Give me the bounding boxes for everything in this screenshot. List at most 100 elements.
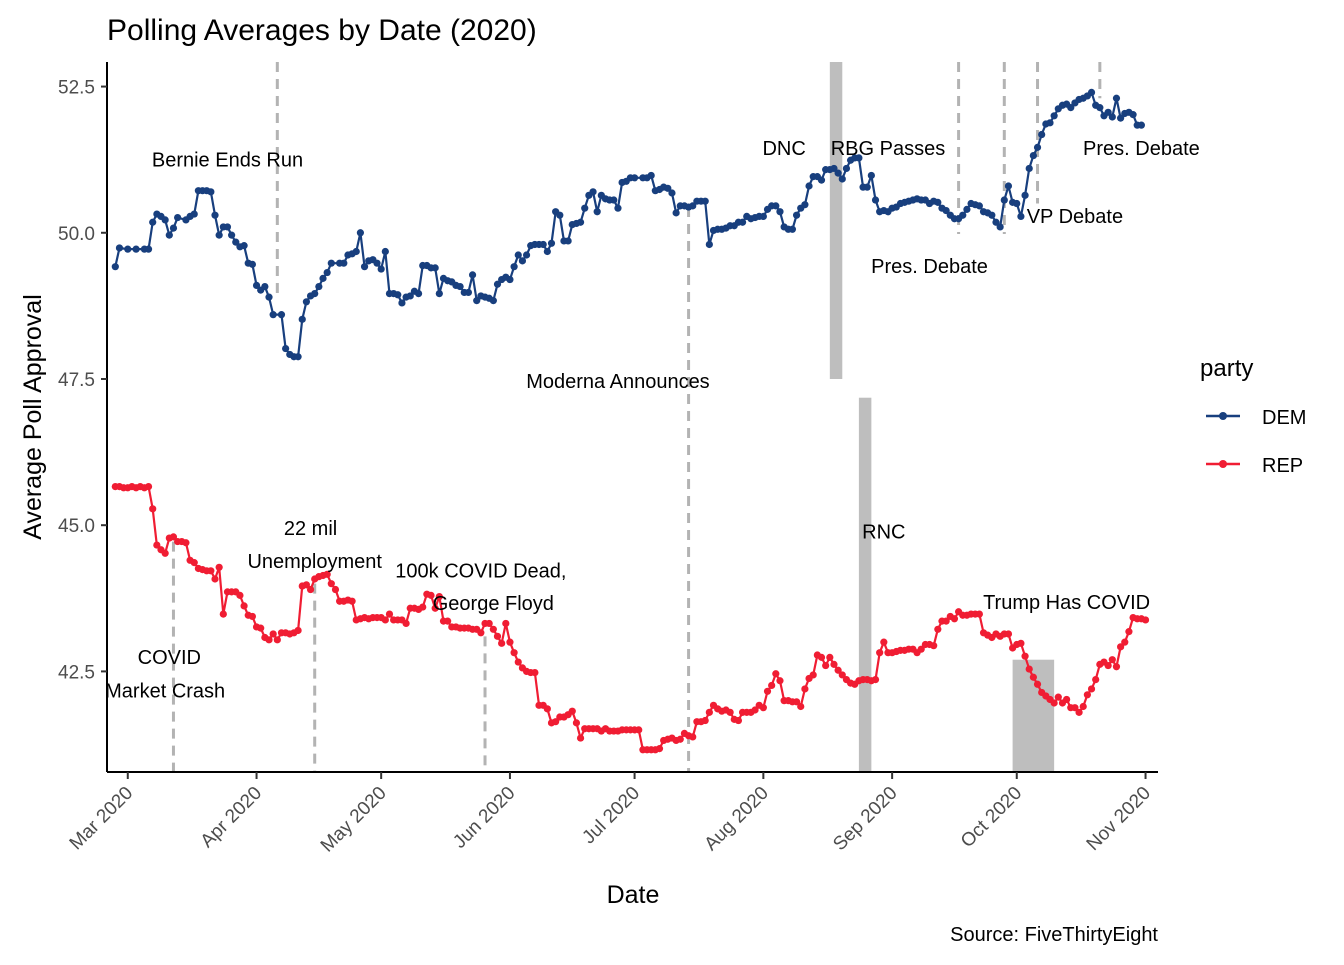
series-layer [111,88,1150,754]
data-point-rep-242 [1117,643,1125,651]
data-point-dem-34 [269,311,277,319]
data-point-rep-175 [838,671,846,679]
data-point-dem-160 [805,182,813,190]
data-point-dem-110 [593,208,601,216]
data-point-dem-208 [1004,182,1013,190]
data-point-dem-107 [581,204,589,212]
data-point-rep-215 [1004,630,1013,638]
data-point-dem-43 [311,290,319,298]
data-point-rep-35 [257,624,265,632]
data-point-rep-38 [269,630,277,638]
data-point-rep-183 [871,675,880,684]
data-point-rep-80 [444,617,452,625]
data-point-dem-238 [1129,111,1137,119]
y-tick-label-0: 42.5 [58,662,95,683]
data-point-dem-128 [672,209,680,217]
data-point-rep-88 [477,629,485,637]
data-point-dem-11 [169,224,178,232]
annotation-label-12: Pres. Debate [1083,138,1200,160]
data-point-dem-157 [792,211,801,219]
data-point-rep-194 [917,645,925,653]
data-point-dem-21 [215,231,223,239]
data-point-rep-91 [489,625,497,633]
data-point-rep-126 [635,726,643,734]
data-point-dem-25 [232,238,240,246]
data-point-dem-135 [701,197,709,205]
data-point-rep-101 [531,668,539,677]
legend-label-rep: REP [1262,455,1303,477]
data-point-dem-91 [514,251,522,259]
data-point-rep-9 [149,505,157,513]
data-point-dem-92 [518,257,527,265]
annotation-label-2: Market Crash [105,681,225,703]
data-point-dem-219 [1050,112,1058,120]
data-point-dem-15 [190,210,198,218]
data-point-dem-52 [352,247,360,256]
data-point-dem-33 [265,293,273,301]
data-point-dem-62 [394,291,402,299]
data-point-dem-39 [294,353,302,361]
data-point-dem-159 [801,201,809,209]
data-point-dem-240 [1137,121,1145,129]
data-point-dem-106 [576,218,585,226]
data-point-rep-93 [498,639,506,647]
y-axis-ticks: 42.5 45.0 47.5 50.0 52.5 [58,78,107,683]
data-point-rep-44 [294,626,302,635]
data-point-rep-229 [1063,695,1071,704]
data-point-dem-81 [473,297,481,305]
data-point-rep-157 [763,687,772,695]
data-point-rep-202 [950,615,959,623]
data-point-dem-44 [315,282,323,291]
data-point-rep-112 [576,734,585,742]
data-point-dem-156 [788,225,797,233]
data-point-rep-19 [190,559,198,567]
data-point-dem-169 [842,164,851,173]
data-point-rep-23 [207,567,215,575]
x-axis-title: Date [607,881,660,909]
data-point-dem-46 [323,268,331,277]
data-point-rep-222 [1033,680,1042,688]
data-point-dem-23 [223,223,232,231]
legend-swatch-rep-point [1219,460,1227,468]
data-point-dem-109 [589,188,597,196]
data-point-rep-106 [552,718,560,726]
data-point-dem-63 [398,299,406,307]
data-point-dem-213 [1025,164,1033,173]
data-point-dem-175 [867,171,875,180]
data-point-rep-110 [568,707,576,715]
data-point-rep-235 [1087,685,1096,693]
data-point-dem-193 [942,206,950,215]
data-point-dem-214 [1029,151,1037,160]
data-point-dem-163 [817,176,826,184]
legend-title: party [1200,355,1253,382]
data-point-dem-115 [614,204,622,212]
data-point-dem-212 [1021,191,1029,199]
y-tick-label-4: 52.5 [58,78,95,99]
data-point-dem-12 [174,213,182,222]
data-point-dem-53 [356,229,364,237]
data-point-dem-65 [406,292,414,300]
data-point-dem-41 [302,298,310,306]
data-point-dem-2 [124,245,132,253]
data-point-rep-170 [817,653,826,661]
annotation-label-3: 22 mil [284,518,337,540]
data-point-rep-47 [306,585,315,594]
data-point-rep-57 [348,597,356,605]
data-point-dem-122 [647,171,655,180]
data-point-dem-201 [975,202,983,210]
y-tick-label-1: 45.0 [58,516,95,537]
data-point-dem-35 [277,311,286,319]
data-point-dem-40 [298,315,306,323]
data-point-rep-241 [1112,663,1121,671]
y-tick-label-3: 50.0 [58,224,95,245]
data-point-rep-78 [435,592,443,601]
event-bar-1 [858,397,872,772]
data-point-rep-46 [302,581,310,589]
data-point-dem-24 [228,231,236,239]
data-point-dem-207 [1000,196,1008,204]
data-point-dem-136 [705,240,713,249]
data-point-dem-20 [211,211,219,219]
data-point-dem-235 [1117,114,1125,122]
